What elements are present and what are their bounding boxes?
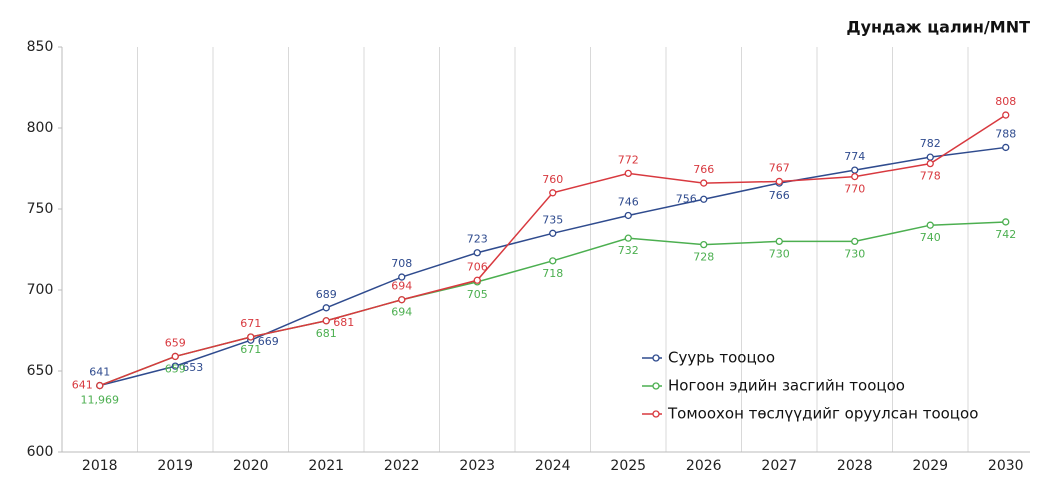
data-label: 694 [391,306,412,319]
data-label: 746 [618,195,639,208]
data-label: 774 [844,150,865,163]
x-tick-label: 2030 [988,458,1024,473]
data-label: 770 [844,183,865,196]
data-point [775,177,783,186]
x-tick-label: 2029 [912,458,948,473]
data-label: 782 [920,137,941,150]
data-label: 718 [542,267,563,280]
data-point [549,229,557,237]
x-tick-label: 2019 [157,458,193,473]
x-tick-label: 2024 [535,458,571,473]
y-tick-label: 600 [27,444,54,460]
data-point [549,257,557,265]
data-point [851,237,859,246]
data-point [1002,111,1010,119]
data-label: 766 [769,189,790,202]
data-point [624,169,632,178]
data-point [473,276,481,284]
data-point [624,211,632,220]
x-tick-label: 2025 [610,458,646,473]
legend-marker [652,354,660,362]
data-label: 708 [391,257,412,270]
data-label: 730 [769,247,790,260]
y-tick-label: 700 [27,282,54,298]
data-label: 778 [920,170,941,183]
x-tick-label: 2023 [459,458,495,473]
data-label: 669 [258,335,279,348]
y-tick-label: 650 [27,363,54,379]
data-label: 706 [467,260,488,273]
legend-label: Суурь тооцоо [668,349,775,367]
data-label: 653 [182,361,203,374]
y-tick-label: 850 [27,39,54,55]
y-tick-label: 750 [27,201,54,217]
legend-marker [652,382,660,390]
data-label: 735 [542,213,563,226]
data-point [322,304,330,312]
x-tick-label: 2022 [384,458,420,473]
data-label: 671 [240,343,261,356]
data-label: 732 [618,244,639,257]
data-point [1002,218,1010,226]
annotation: 11,969 [81,394,120,407]
legend-label: Ногоон эдийн засгийн тооцоо [668,377,905,395]
data-point [700,195,708,203]
y-tick-label: 800 [27,120,54,136]
data-point [247,333,255,341]
data-point [322,317,330,325]
data-label: 766 [693,163,714,176]
data-point [171,352,179,361]
data-label: 767 [769,161,790,174]
data-label: 723 [467,233,488,246]
x-tick-label: 2018 [82,458,118,473]
data-label: 728 [693,251,714,264]
x-tick-label: 2028 [837,458,873,473]
data-point [171,362,179,370]
data-label: 671 [240,317,261,330]
data-label: 641 [72,379,93,392]
data-point [624,234,632,242]
data-label: 742 [995,228,1016,241]
data-point [1002,143,1010,152]
data-label: 756 [676,192,697,205]
data-label: 689 [316,288,337,301]
data-label: 788 [995,127,1016,140]
data-point [775,237,783,246]
data-point [851,172,859,181]
data-point [700,240,708,249]
x-tick-label: 2021 [308,458,344,473]
data-label: 659 [165,336,186,349]
data-point [549,189,557,197]
data-label: 681 [316,327,337,340]
data-label: 659 [165,362,186,375]
legend-label: Томоохон төслүүдийг оруулсан тооцоо [667,405,978,423]
data-label: 681 [333,316,354,329]
data-label: 760 [542,173,563,186]
data-point [398,296,406,304]
legend-marker [652,410,660,418]
series-line [99,221,1006,387]
data-point [926,159,934,168]
data-label: 808 [995,95,1016,108]
data-label: 772 [618,153,639,166]
x-tick-label: 2026 [686,458,722,473]
chart-title: Дундаж цалин/MNT [846,18,1030,37]
data-point [96,381,104,390]
data-label: 694 [391,280,412,293]
data-point [398,273,406,281]
data-label: 730 [844,247,865,260]
data-point [926,153,934,161]
data-point [926,221,934,229]
x-tick-label: 2020 [233,458,269,473]
data-point [473,249,481,257]
data-label: 740 [920,231,941,244]
data-point [851,166,859,174]
data-label: 641 [89,366,110,379]
x-tick-label: 2027 [761,458,797,473]
data-label: 705 [467,288,488,301]
data-point [700,179,708,187]
